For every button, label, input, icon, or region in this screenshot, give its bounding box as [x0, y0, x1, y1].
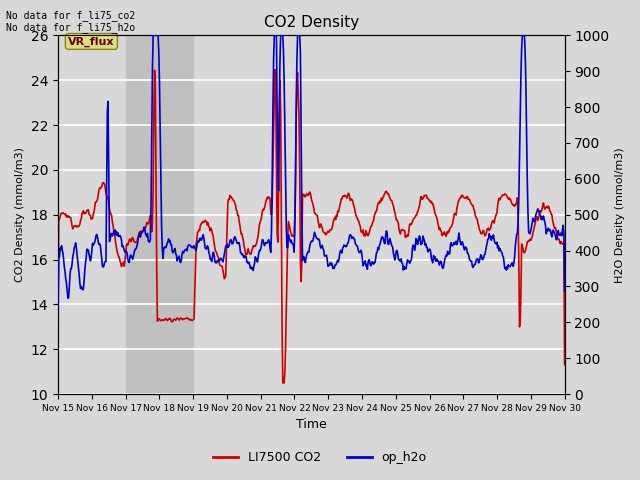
Title: CO2 Density: CO2 Density	[264, 15, 359, 30]
Legend: LI7500 CO2, op_h2o: LI7500 CO2, op_h2o	[209, 446, 431, 469]
Bar	[125, 36, 193, 394]
Text: VR_flux: VR_flux	[68, 36, 115, 47]
Text: No data for f_li75_co2
No data for f_li75_h2o: No data for f_li75_co2 No data for f_li7…	[6, 10, 136, 33]
Y-axis label: H2O Density (mmol/m3): H2O Density (mmol/m3)	[615, 147, 625, 283]
Y-axis label: CO2 Density (mmol/m3): CO2 Density (mmol/m3)	[15, 147, 25, 282]
X-axis label: Time: Time	[296, 419, 326, 432]
